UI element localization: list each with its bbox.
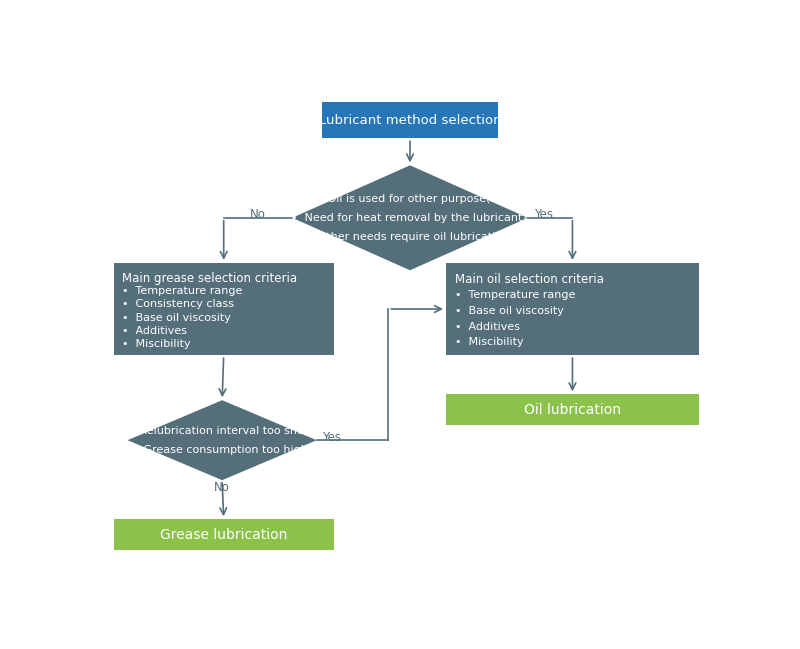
Text: •  Miscibility: • Miscibility (122, 339, 191, 349)
Text: No: No (250, 208, 266, 221)
Text: •  Additives: • Additives (122, 326, 187, 336)
FancyBboxPatch shape (446, 394, 699, 425)
Text: •  Temperature range: • Temperature range (122, 286, 242, 297)
Text: •  Oil is used for other purpose(s)?: • Oil is used for other purpose(s)? (314, 194, 506, 204)
FancyBboxPatch shape (114, 263, 334, 355)
Polygon shape (292, 165, 528, 270)
Text: •  Base oil viscosity: • Base oil viscosity (454, 306, 563, 316)
Text: Grease lubrication: Grease lubrication (160, 528, 287, 542)
Text: No: No (214, 481, 230, 494)
Text: Main grease selection criteria: Main grease selection criteria (122, 272, 298, 285)
Text: Oil lubrication: Oil lubrication (524, 402, 621, 417)
Text: •  Relubrication interval too short?: • Relubrication interval too short? (126, 426, 318, 435)
FancyBboxPatch shape (446, 263, 699, 355)
Text: •  Consistency class: • Consistency class (122, 299, 234, 310)
Text: Main oil selection criteria: Main oil selection criteria (454, 273, 603, 286)
FancyBboxPatch shape (322, 103, 498, 138)
Text: •  Base oil viscosity: • Base oil viscosity (122, 313, 231, 323)
Text: Lubricant method selection: Lubricant method selection (318, 114, 502, 127)
Text: Yes: Yes (534, 208, 553, 221)
Text: •  Grease consumption too high?: • Grease consumption too high? (130, 445, 314, 455)
Polygon shape (127, 400, 317, 480)
Text: •  Additives: • Additives (454, 322, 520, 332)
Text: •  Miscibility: • Miscibility (454, 337, 523, 347)
Text: Yes: Yes (322, 431, 341, 444)
Text: •  Temperature range: • Temperature range (454, 290, 575, 300)
FancyBboxPatch shape (114, 519, 334, 550)
Text: •  Need for heat removal by the lubricant?: • Need for heat removal by the lubricant… (291, 213, 529, 223)
Text: •  Other needs require oil lubrication?: • Other needs require oil lubrication? (305, 232, 515, 242)
